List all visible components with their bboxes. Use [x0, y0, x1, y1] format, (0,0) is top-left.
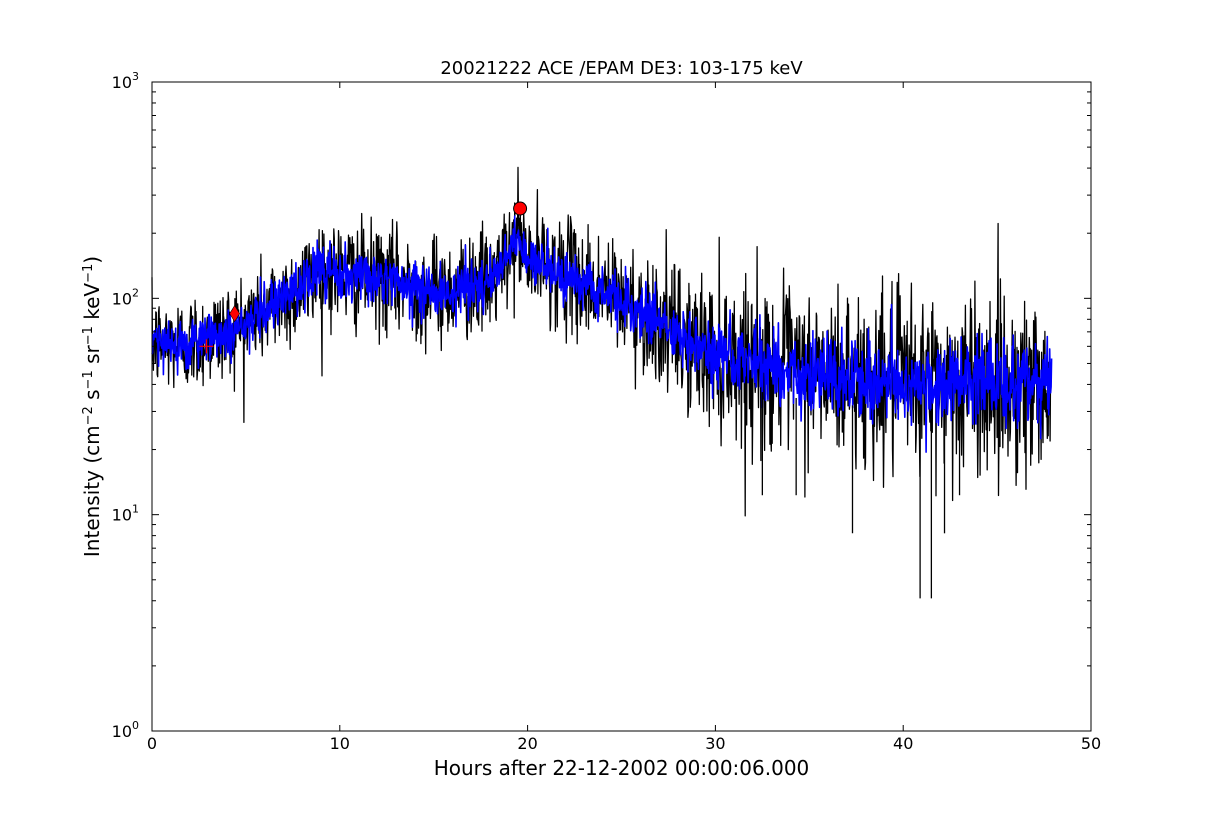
y-label-exponent: −1 — [81, 370, 96, 389]
series-line-blue — [151, 215, 1053, 453]
x-tick-label: 20 — [517, 734, 537, 753]
chart-title: 20021222 ACE /EPAM DE3: 103-175 keV — [440, 58, 803, 79]
peak-marker-circle — [513, 201, 528, 216]
y-label-unit: cm — [80, 425, 104, 455]
x-tick-label: 40 — [893, 734, 913, 753]
x-tick-label: 0 — [147, 734, 157, 753]
x-tick-label: 10 — [330, 734, 350, 753]
y-axis-label: Intensity (cm−2 s−1 sr−1 keV−1) — [80, 256, 104, 557]
x-axis-label: Hours after 22-12-2002 00:00:06.000 — [434, 756, 810, 780]
x-tick-label: 30 — [705, 734, 725, 753]
onset-marker-diamond — [229, 305, 240, 323]
start-marker-plus — [199, 339, 214, 354]
y-label-prefix: Intensity ( — [80, 456, 104, 557]
y-label-unit: s — [80, 389, 104, 406]
y-label-unit: keV — [80, 283, 104, 327]
y-tick-exponent: 1 — [132, 503, 139, 516]
x-tick-label: 50 — [1081, 734, 1101, 753]
y-tick-exponent: 3 — [132, 70, 139, 83]
y-tick-exponent: 2 — [132, 286, 139, 299]
y-label-suffix: ) — [80, 256, 104, 264]
y-label-exponent: −1 — [81, 326, 96, 345]
marker-layer — [199, 201, 528, 354]
y-label-unit: sr — [80, 344, 104, 370]
series-layer — [151, 166, 1053, 599]
plot-area — [152, 82, 1091, 731]
plot-frame — [151, 81, 1092, 732]
y-label-exponent: −1 — [81, 264, 96, 283]
y-label-exponent: −2 — [81, 406, 96, 425]
y-tick-exponent: 0 — [132, 719, 139, 732]
